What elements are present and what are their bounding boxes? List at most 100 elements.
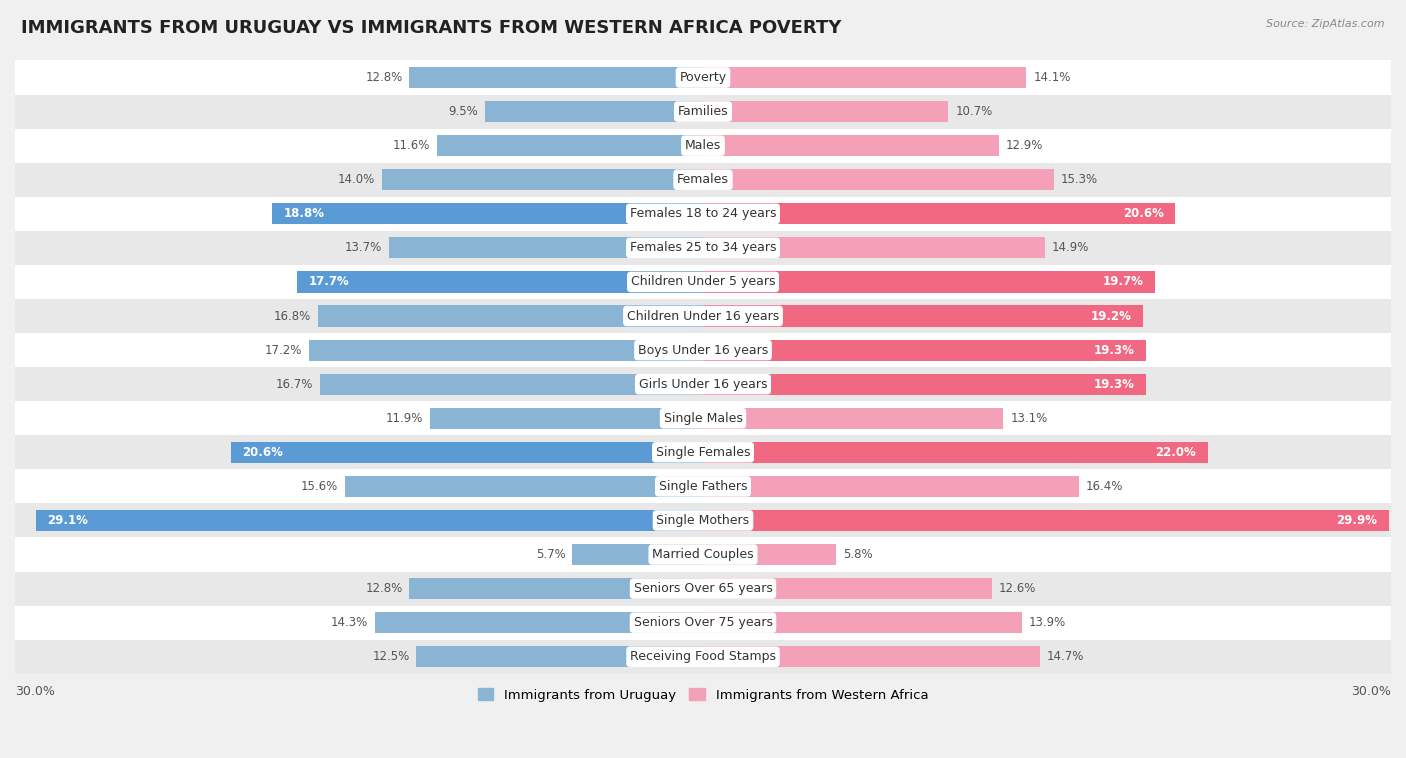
Text: Females: Females	[678, 174, 728, 186]
Text: 12.9%: 12.9%	[1005, 139, 1043, 152]
Bar	[15, 640, 1391, 674]
Text: Seniors Over 75 years: Seniors Over 75 years	[634, 616, 772, 629]
Text: Children Under 5 years: Children Under 5 years	[631, 275, 775, 289]
Text: Single Females: Single Females	[655, 446, 751, 459]
Bar	[231, 442, 703, 463]
Bar	[703, 340, 1146, 361]
Bar	[15, 537, 1391, 572]
Bar	[703, 646, 1040, 667]
Bar	[15, 163, 1391, 197]
Bar	[572, 544, 703, 565]
Bar	[382, 169, 703, 190]
Text: Single Fathers: Single Fathers	[659, 480, 747, 493]
Text: 12.8%: 12.8%	[366, 71, 402, 84]
Text: Married Couples: Married Couples	[652, 548, 754, 561]
Bar	[703, 612, 1022, 633]
Bar	[321, 374, 703, 395]
Text: IMMIGRANTS FROM URUGUAY VS IMMIGRANTS FROM WESTERN AFRICA POVERTY: IMMIGRANTS FROM URUGUAY VS IMMIGRANTS FR…	[21, 19, 841, 37]
Text: 13.1%: 13.1%	[1011, 412, 1047, 424]
Bar	[318, 305, 703, 327]
Text: 17.2%: 17.2%	[264, 343, 302, 356]
Bar	[703, 374, 1146, 395]
Text: 14.0%: 14.0%	[337, 174, 375, 186]
Bar	[15, 401, 1391, 435]
Bar	[703, 578, 993, 599]
Text: 19.7%: 19.7%	[1102, 275, 1143, 289]
Text: 16.7%: 16.7%	[276, 377, 314, 390]
Text: Girls Under 16 years: Girls Under 16 years	[638, 377, 768, 390]
Bar	[15, 333, 1391, 367]
Text: 5.7%: 5.7%	[536, 548, 565, 561]
Bar	[703, 271, 1154, 293]
Text: Poverty: Poverty	[679, 71, 727, 84]
Text: 29.1%: 29.1%	[48, 514, 89, 527]
Legend: Immigrants from Uruguay, Immigrants from Western Africa: Immigrants from Uruguay, Immigrants from…	[472, 683, 934, 707]
Text: 14.1%: 14.1%	[1033, 71, 1070, 84]
Text: Single Mothers: Single Mothers	[657, 514, 749, 527]
Bar	[15, 265, 1391, 299]
Bar	[416, 646, 703, 667]
Bar	[389, 237, 703, 258]
Bar	[308, 340, 703, 361]
Text: 12.6%: 12.6%	[998, 582, 1036, 595]
Bar	[15, 503, 1391, 537]
Text: 19.3%: 19.3%	[1094, 377, 1135, 390]
Bar	[703, 169, 1054, 190]
Text: Females 18 to 24 years: Females 18 to 24 years	[630, 207, 776, 221]
Bar	[703, 101, 949, 122]
Bar	[430, 408, 703, 429]
Bar	[409, 578, 703, 599]
Text: 20.6%: 20.6%	[242, 446, 283, 459]
Bar	[346, 476, 703, 497]
Text: Families: Families	[678, 105, 728, 118]
Text: Boys Under 16 years: Boys Under 16 years	[638, 343, 768, 356]
Bar	[15, 299, 1391, 333]
Bar	[703, 442, 1208, 463]
Text: 14.3%: 14.3%	[330, 616, 368, 629]
Bar	[15, 469, 1391, 503]
Text: 5.8%: 5.8%	[842, 548, 873, 561]
Bar	[703, 510, 1389, 531]
Text: Seniors Over 65 years: Seniors Over 65 years	[634, 582, 772, 595]
Text: 30.0%: 30.0%	[1351, 684, 1391, 697]
Bar	[15, 197, 1391, 231]
Text: 30.0%: 30.0%	[15, 684, 55, 697]
Bar	[703, 544, 837, 565]
Text: 29.9%: 29.9%	[1336, 514, 1378, 527]
Bar	[375, 612, 703, 633]
Text: 16.4%: 16.4%	[1085, 480, 1123, 493]
Text: Females 25 to 34 years: Females 25 to 34 years	[630, 241, 776, 255]
Text: Children Under 16 years: Children Under 16 years	[627, 309, 779, 322]
Text: 18.8%: 18.8%	[284, 207, 325, 221]
Bar	[15, 95, 1391, 129]
Bar	[15, 61, 1391, 95]
Bar	[703, 237, 1045, 258]
Text: 19.2%: 19.2%	[1091, 309, 1132, 322]
Text: Males: Males	[685, 139, 721, 152]
Bar	[15, 606, 1391, 640]
Bar	[485, 101, 703, 122]
Bar	[703, 408, 1004, 429]
Bar	[15, 129, 1391, 163]
Bar	[703, 67, 1026, 88]
Bar	[409, 67, 703, 88]
Text: 11.6%: 11.6%	[392, 139, 430, 152]
Text: 12.8%: 12.8%	[366, 582, 402, 595]
Text: 17.7%: 17.7%	[308, 275, 349, 289]
Bar	[437, 135, 703, 156]
Bar	[703, 135, 998, 156]
Text: Single Males: Single Males	[664, 412, 742, 424]
Bar	[297, 271, 703, 293]
Bar	[271, 203, 703, 224]
Bar	[703, 476, 1080, 497]
Text: 14.7%: 14.7%	[1047, 650, 1084, 663]
Bar	[703, 203, 1175, 224]
Text: 13.9%: 13.9%	[1029, 616, 1066, 629]
Bar	[15, 367, 1391, 401]
Bar	[15, 231, 1391, 265]
Text: 13.7%: 13.7%	[344, 241, 382, 255]
Text: 20.6%: 20.6%	[1123, 207, 1164, 221]
Text: Source: ZipAtlas.com: Source: ZipAtlas.com	[1267, 19, 1385, 29]
Text: 9.5%: 9.5%	[449, 105, 478, 118]
Bar	[35, 510, 703, 531]
